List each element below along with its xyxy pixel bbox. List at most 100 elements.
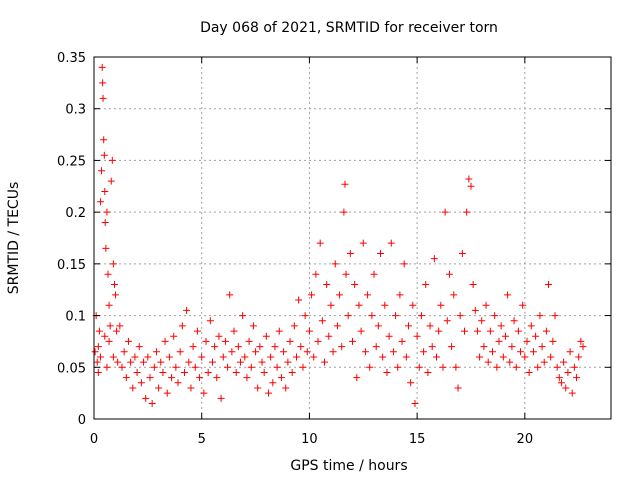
data-point — [277, 374, 285, 382]
x-tick-label: 10 — [301, 432, 318, 447]
axis-ticks: 0 0.05 0.1 0.15 0.2 0.25 0.3 0.35 0 5 10 15 20 — [57, 51, 611, 447]
data-point — [478, 317, 486, 325]
data-point — [396, 291, 404, 299]
data-point — [314, 337, 322, 345]
data-point — [94, 343, 102, 351]
data-point — [196, 374, 204, 382]
data-point — [137, 379, 145, 387]
data-point — [540, 358, 548, 366]
data-point — [127, 358, 135, 366]
data-point — [394, 363, 402, 371]
data-point — [577, 337, 585, 345]
data-point — [441, 208, 449, 216]
data-point — [383, 368, 391, 376]
chart-title: Day 068 of 2021, SRMTID for receiver tor… — [200, 20, 498, 36]
x-tick-label: 20 — [517, 432, 534, 447]
data-point — [417, 312, 425, 320]
data-point — [398, 337, 406, 345]
data-point — [109, 260, 117, 268]
data-point — [172, 363, 180, 371]
data-point — [527, 322, 535, 330]
data-point — [325, 332, 333, 340]
data-point — [482, 301, 490, 309]
data-point — [495, 337, 503, 345]
data-point — [155, 384, 163, 392]
data-point — [407, 379, 415, 387]
data-point — [100, 136, 108, 144]
data-point — [372, 343, 380, 351]
data-point — [100, 151, 108, 159]
data-point — [107, 177, 115, 185]
data-point — [282, 384, 290, 392]
data-point — [202, 337, 210, 345]
data-point — [264, 389, 272, 397]
data-point — [267, 353, 275, 361]
data-point — [308, 291, 316, 299]
data-point — [359, 239, 367, 247]
data-point — [114, 358, 122, 366]
data-point — [435, 327, 443, 335]
data-point — [152, 348, 160, 356]
data-point — [486, 327, 494, 335]
data-point — [560, 358, 568, 366]
data-point — [346, 250, 354, 258]
data-point — [504, 291, 512, 299]
data-point — [224, 363, 232, 371]
data-point — [469, 281, 477, 289]
data-point — [299, 363, 307, 371]
data-point — [506, 358, 514, 366]
data-point — [413, 332, 421, 340]
data-point — [333, 322, 341, 330]
data-point — [113, 327, 121, 335]
data-point — [215, 332, 223, 340]
data-point — [430, 255, 438, 263]
data-point — [271, 343, 279, 351]
data-point — [247, 363, 255, 371]
data-point — [553, 363, 561, 371]
data-point — [290, 322, 298, 330]
data-point — [426, 322, 434, 330]
data-point — [204, 368, 212, 376]
data-point — [353, 374, 361, 382]
y-tick-label: 0 — [78, 413, 86, 428]
data-point — [245, 337, 253, 345]
data-point — [411, 399, 419, 407]
data-point — [269, 379, 277, 387]
data-point — [489, 348, 497, 356]
data-point — [555, 374, 563, 382]
data-point — [327, 301, 335, 309]
y-tick-label: 0.05 — [57, 361, 86, 376]
data-point — [484, 358, 492, 366]
data-point — [228, 348, 236, 356]
data-point — [579, 343, 587, 351]
data-point — [98, 63, 106, 71]
data-point — [275, 327, 283, 335]
data-point — [318, 317, 326, 325]
data-point — [452, 363, 460, 371]
data-point — [295, 296, 303, 304]
data-point — [341, 180, 349, 188]
x-tick-label: 15 — [409, 432, 426, 447]
data-point — [280, 348, 288, 356]
data-point — [189, 343, 197, 351]
data-point — [463, 208, 471, 216]
data-point — [480, 343, 488, 351]
data-point — [183, 306, 191, 314]
data-point — [122, 374, 130, 382]
data-point — [116, 322, 124, 330]
data-point — [157, 358, 165, 366]
data-point — [501, 332, 509, 340]
data-point — [467, 182, 475, 190]
data-point — [351, 281, 359, 289]
data-point — [178, 322, 186, 330]
data-point — [370, 270, 378, 278]
data-point — [106, 322, 114, 330]
data-point — [226, 291, 234, 299]
data-point — [340, 208, 348, 216]
data-point — [140, 358, 148, 366]
data-point — [439, 363, 447, 371]
data-point — [148, 399, 156, 407]
data-point — [532, 332, 540, 340]
data-point — [110, 281, 118, 289]
data-point — [112, 291, 120, 299]
